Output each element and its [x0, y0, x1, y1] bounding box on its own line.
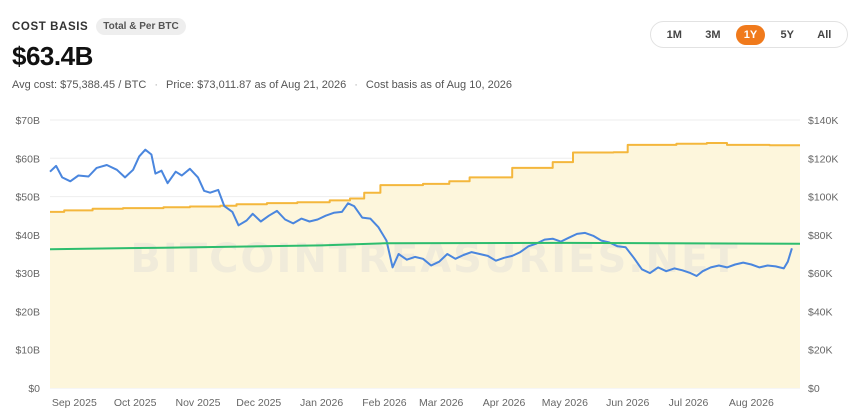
- meta-row: Avg cost: $75,388.45 / BTC · Price: $73,…: [12, 79, 512, 91]
- right-axis-tick-label: $0: [808, 383, 820, 395]
- range-button-5y[interactable]: 5Y: [780, 28, 794, 41]
- right-axis-tick-label: $100K: [808, 192, 838, 204]
- range-button-3m[interactable]: 3M: [705, 28, 721, 41]
- x-axis-tick-label: Dec 2025: [236, 397, 281, 409]
- left-axis-tick-label: $50B: [15, 192, 40, 204]
- left-axis-tick-label: $0: [28, 383, 40, 395]
- right-axis-tick-label: $80K: [808, 230, 833, 242]
- cost-basis-line: [50, 142, 800, 213]
- range-button-1m[interactable]: 1M: [666, 28, 682, 41]
- x-axis: Sep 2025 Oct 2025 Nov 2025 Dec 2025 Jan 2026…: [52, 397, 774, 409]
- x-axis-tick-label: Oct 2025: [114, 397, 157, 409]
- price-text: Price: $73,011.87 as of Aug 21, 2026: [166, 79, 347, 91]
- x-axis-tick-label: Jan 2026: [300, 397, 343, 409]
- avg-cost-text: Avg cost: $75,388.45 / BTC: [12, 79, 147, 91]
- x-axis-tick-label: Apr 2026: [483, 397, 526, 409]
- left-axis-tick-label: $70B: [15, 115, 40, 127]
- x-axis-tick-label: Feb 2026: [362, 397, 407, 409]
- separator-dot: ·: [154, 79, 158, 91]
- range-button-1y[interactable]: 1Y: [735, 24, 766, 45]
- series-lines: [49, 142, 801, 277]
- left-axis-tick-label: $40B: [15, 230, 40, 242]
- right-axis-tick-label: $20K: [808, 345, 833, 357]
- x-axis-tick-label: Aug 2026: [729, 397, 774, 409]
- x-axis-tick-label: Jun 2026: [606, 397, 649, 409]
- left-axis-tick-label: $30B: [15, 268, 40, 280]
- price-line: [49, 148, 793, 277]
- cost-basis-header: COST BASIS Total & Per BTC $63.4B Avg co…: [12, 18, 512, 91]
- left-axis-tick-label: $10B: [15, 345, 40, 357]
- left-axis: $0 $10B $20B $30B $40B $50B $60B $70B: [15, 115, 40, 395]
- metric-badge: Total & Per BTC: [96, 18, 186, 35]
- avg-cost-line: [49, 241, 801, 251]
- x-axis-tick-label: Jul 2026: [669, 397, 709, 409]
- time-range-selector: 1M 3M 1Y 5Y All: [650, 21, 848, 48]
- x-axis-tick-label: May 2026: [542, 397, 588, 409]
- total-cost-basis-value: $63.4B: [12, 41, 93, 71]
- title-row: COST BASIS Total & Per BTC: [12, 18, 512, 35]
- right-axis-tick-label: $60K: [808, 268, 833, 280]
- right-axis: $0 $20K $40K $60K $80K $100K $120K $140K: [808, 115, 838, 395]
- cost-basis-chart[interactable]: BITCOINTREASURIES.NET $0$10B$20B$30B$40B…: [0, 100, 860, 410]
- section-title: COST BASIS: [12, 20, 89, 33]
- right-axis-tick-label: $140K: [808, 115, 838, 127]
- right-axis-tick-label: $120K: [808, 153, 838, 165]
- left-axis-tick-label: $20B: [15, 306, 40, 318]
- left-axis-tick-label: $60B: [15, 153, 40, 165]
- right-axis-tick-label: $40K: [808, 306, 833, 318]
- x-axis-tick-label: Sep 2025: [52, 397, 97, 409]
- basis-date-text: Cost basis as of Aug 10, 2026: [365, 79, 513, 91]
- x-axis-tick-label: Mar 2026: [419, 397, 464, 409]
- separator-dot: ·: [354, 79, 358, 91]
- range-button-all[interactable]: All: [817, 28, 832, 41]
- x-axis-tick-label: Nov 2025: [175, 397, 220, 409]
